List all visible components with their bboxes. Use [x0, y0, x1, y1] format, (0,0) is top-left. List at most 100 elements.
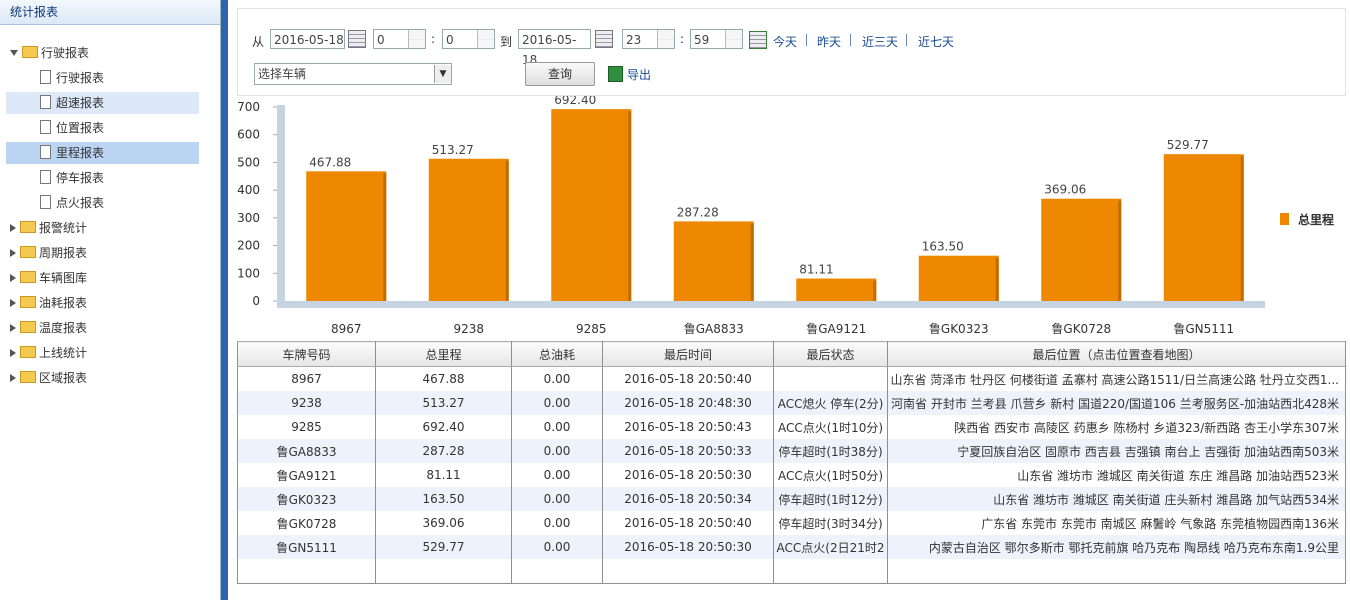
doc-icon	[40, 95, 51, 109]
minute-input[interactable]: 59	[690, 29, 743, 49]
expander[interactable]	[10, 224, 16, 232]
axis-floor	[285, 301, 1265, 308]
column-header[interactable]: 最后位置（点击位置查看地图）	[887, 341, 1346, 367]
minute-input[interactable]: 0	[442, 29, 495, 49]
splitter[interactable]	[221, 0, 228, 600]
tree-label[interactable]: 油耗报表	[39, 296, 88, 310]
column-header[interactable]: 最后状态	[773, 341, 888, 367]
expander[interactable]	[10, 374, 16, 382]
data-table: 车牌号码 总里程 总油耗 最后时间 最后状态 最后位置（点击位置查看地图） 8967 467.…	[237, 341, 1346, 584]
bar	[551, 109, 632, 301]
column-header[interactable]: 总里程	[375, 341, 512, 367]
tree-folder[interactable]: 周期报表	[10, 242, 87, 264]
excel-icon[interactable]	[608, 66, 623, 82]
expander[interactable]	[10, 299, 16, 307]
x-tick-label: 8967	[331, 322, 362, 336]
table-cell: 停车超时(1时38分)	[773, 439, 888, 463]
expander[interactable]	[10, 50, 18, 56]
tree-folder[interactable]: 温度报表	[10, 317, 87, 339]
quick-range[interactable]: 近七天	[918, 35, 955, 49]
tree-folder[interactable]: 区域报表	[10, 367, 87, 389]
location-cell[interactable]: 河南省 开封市 兰考县 爪营乡 新村 国道220/国道106 兰考服务区-加油站…	[887, 391, 1346, 415]
dropdown-arrow[interactable]: ▼	[434, 65, 451, 83]
quick-range[interactable]: 昨天	[817, 35, 842, 49]
filter-panel: 从 2016-05-18 0 : 0 到 2016-05-18 23 : 59 …	[237, 8, 1346, 96]
location-cell[interactable]: 陕西省 西安市 高陵区 药惠乡 陈杨村 乡道323/新西路 杏王小学东307米	[887, 415, 1346, 439]
tree-folder[interactable]: 报警统计	[10, 217, 87, 239]
vehicle-select[interactable]: 选择车辆	[254, 63, 452, 85]
tree-label[interactable]: 点火报表	[56, 196, 105, 210]
tree-label[interactable]: 行驶报表	[41, 46, 90, 60]
date-input[interactable]: 2016-05-18	[270, 29, 345, 49]
column-header[interactable]: 总油耗	[511, 341, 603, 367]
table-cell: 8967	[237, 366, 376, 391]
quick-range[interactable]: 今天	[773, 35, 798, 49]
tree-label[interactable]: 停车报表	[56, 171, 105, 185]
table-row[interactable]: 鲁GK0323 163.50 0.00 2016-05-18 20:50:34 停车超时…	[237, 487, 1346, 511]
location-cell[interactable]: 广东省 东莞市 东莞市 南城区 麻鬐岭 气象路 东莞植物园西南136米	[887, 511, 1346, 535]
tree-folder[interactable]: 行驶报表	[10, 42, 89, 64]
column-header[interactable]: 最后时间	[602, 341, 774, 367]
table-row[interactable]: 9238 513.27 0.00 2016-05-18 20:48:30 ACC熄火 停…	[237, 391, 1346, 415]
tree-label[interactable]: 温度报表	[39, 321, 88, 335]
tree-label[interactable]: 周期报表	[39, 246, 88, 260]
tree-item[interactable]: 行驶报表	[6, 67, 199, 89]
hour-input[interactable]: 0	[373, 29, 426, 49]
tree-folder[interactable]: 车辆图库	[10, 267, 87, 289]
query-button[interactable]: 查询	[525, 62, 595, 86]
calendar-icon[interactable]	[348, 30, 366, 48]
table-cell: 0.00	[511, 415, 603, 439]
tree-item[interactable]: 停车报表	[6, 167, 199, 189]
location-cell[interactable]: 山东省 潍坊市 潍城区 南关街道 东庄 潍昌路 加油站西523米	[887, 463, 1346, 487]
calendar-icon[interactable]	[595, 30, 613, 48]
expander[interactable]	[10, 349, 16, 357]
date-input[interactable]: 2016-05-18	[518, 29, 591, 67]
location-cell[interactable]: 山东省 潍坊市 潍城区 南关街道 庄头新村 潍昌路 加气站西534米	[887, 487, 1346, 511]
location-cell[interactable]: 山东省 菏泽市 牡丹区 何楼街道 孟寨村 高速公路1511/日兰高速公路 牡丹立…	[887, 366, 1346, 391]
bar	[428, 158, 509, 301]
table-cell: 停车超时(3时34分)	[773, 511, 888, 535]
expander[interactable]	[10, 274, 16, 282]
tree-folder[interactable]: 上线统计	[10, 342, 87, 364]
expander[interactable]	[10, 249, 16, 257]
tree-label[interactable]: 区域报表	[39, 371, 88, 385]
tree-folder[interactable]: 油耗报表	[10, 292, 87, 314]
chart: 0 100 200 300 400 500 600 700 8967 9238 9285 鲁GA883…	[237, 93, 1334, 336]
hour-input[interactable]: 23	[622, 29, 675, 49]
tree-item[interactable]: 里程报表	[6, 142, 199, 164]
table-cell: 369.06	[375, 511, 512, 535]
export-link[interactable]: 导出	[627, 68, 652, 82]
table-cell: 2016-05-18 20:50:30	[602, 463, 774, 487]
sidebar: 统计报表 行驶报表 行驶报表 超速报表 位置报表 里程报表 停车报表 点火报表 报警统计 周期报表…	[0, 0, 221, 600]
tree-item[interactable]: 点火报表	[6, 192, 199, 214]
table-cell	[773, 366, 888, 391]
table-row[interactable]: 鲁GA8833 287.28 0.00 2016-05-18 20:50:33 停车超时…	[237, 439, 1346, 463]
table-cell: 0.00	[511, 463, 603, 487]
table-row[interactable]: 鲁GK0728 369.06 0.00 2016-05-18 20:50:40 停车超时…	[237, 511, 1346, 535]
table-row[interactable]: 鲁GN5111 529.77 0.00 2016-05-18 20:50:30 ACC点…	[237, 535, 1346, 559]
table-row[interactable]: 9285 692.40 0.00 2016-05-18 20:50:43 ACC点火(1…	[237, 415, 1346, 439]
tree-label[interactable]: 上线统计	[39, 346, 88, 360]
table-cell: 163.50	[375, 487, 512, 511]
calendar-icon[interactable]	[749, 31, 767, 49]
tree-item[interactable]: 超速报表	[6, 92, 199, 114]
table-cell	[511, 559, 603, 584]
location-cell[interactable]: 宁夏回族自治区 固原市 西吉县 吉强镇 南台上 吉强街 加油站西南503米	[887, 439, 1346, 463]
header-row: 车牌号码 总里程 总油耗 最后时间 最后状态 最后位置（点击位置查看地图）	[237, 341, 1346, 367]
column-header[interactable]: 车牌号码	[237, 341, 376, 367]
tree-label[interactable]: 车辆图库	[39, 271, 88, 285]
expander[interactable]	[10, 324, 16, 332]
table-cell: 2016-05-18 20:48:30	[602, 391, 774, 415]
tree-label[interactable]: 超速报表	[56, 96, 105, 110]
table-row[interactable]: 8967 467.88 0.00 2016-05-18 20:50:40 山东省 菏泽市…	[237, 366, 1346, 391]
location-cell[interactable]: 内蒙古自治区 鄂尔多斯市 鄂托克前旗 哈乃克布 陶昂线 哈乃克布东南1.9公里	[887, 535, 1346, 559]
quick-range[interactable]: 近三天	[862, 35, 899, 49]
tree-label[interactable]: 报警统计	[39, 221, 88, 235]
table-row[interactable]: 鲁GA9121 81.11 0.00 2016-05-18 20:50:30 ACC点火…	[237, 463, 1346, 487]
tree-label[interactable]: 行驶报表	[56, 71, 105, 85]
tree-label[interactable]: 位置报表	[56, 121, 105, 135]
legend-swatch	[1280, 213, 1289, 225]
table-cell: 9238	[237, 391, 376, 415]
tree-item[interactable]: 位置报表	[6, 117, 199, 139]
tree-label[interactable]: 里程报表	[56, 146, 105, 160]
